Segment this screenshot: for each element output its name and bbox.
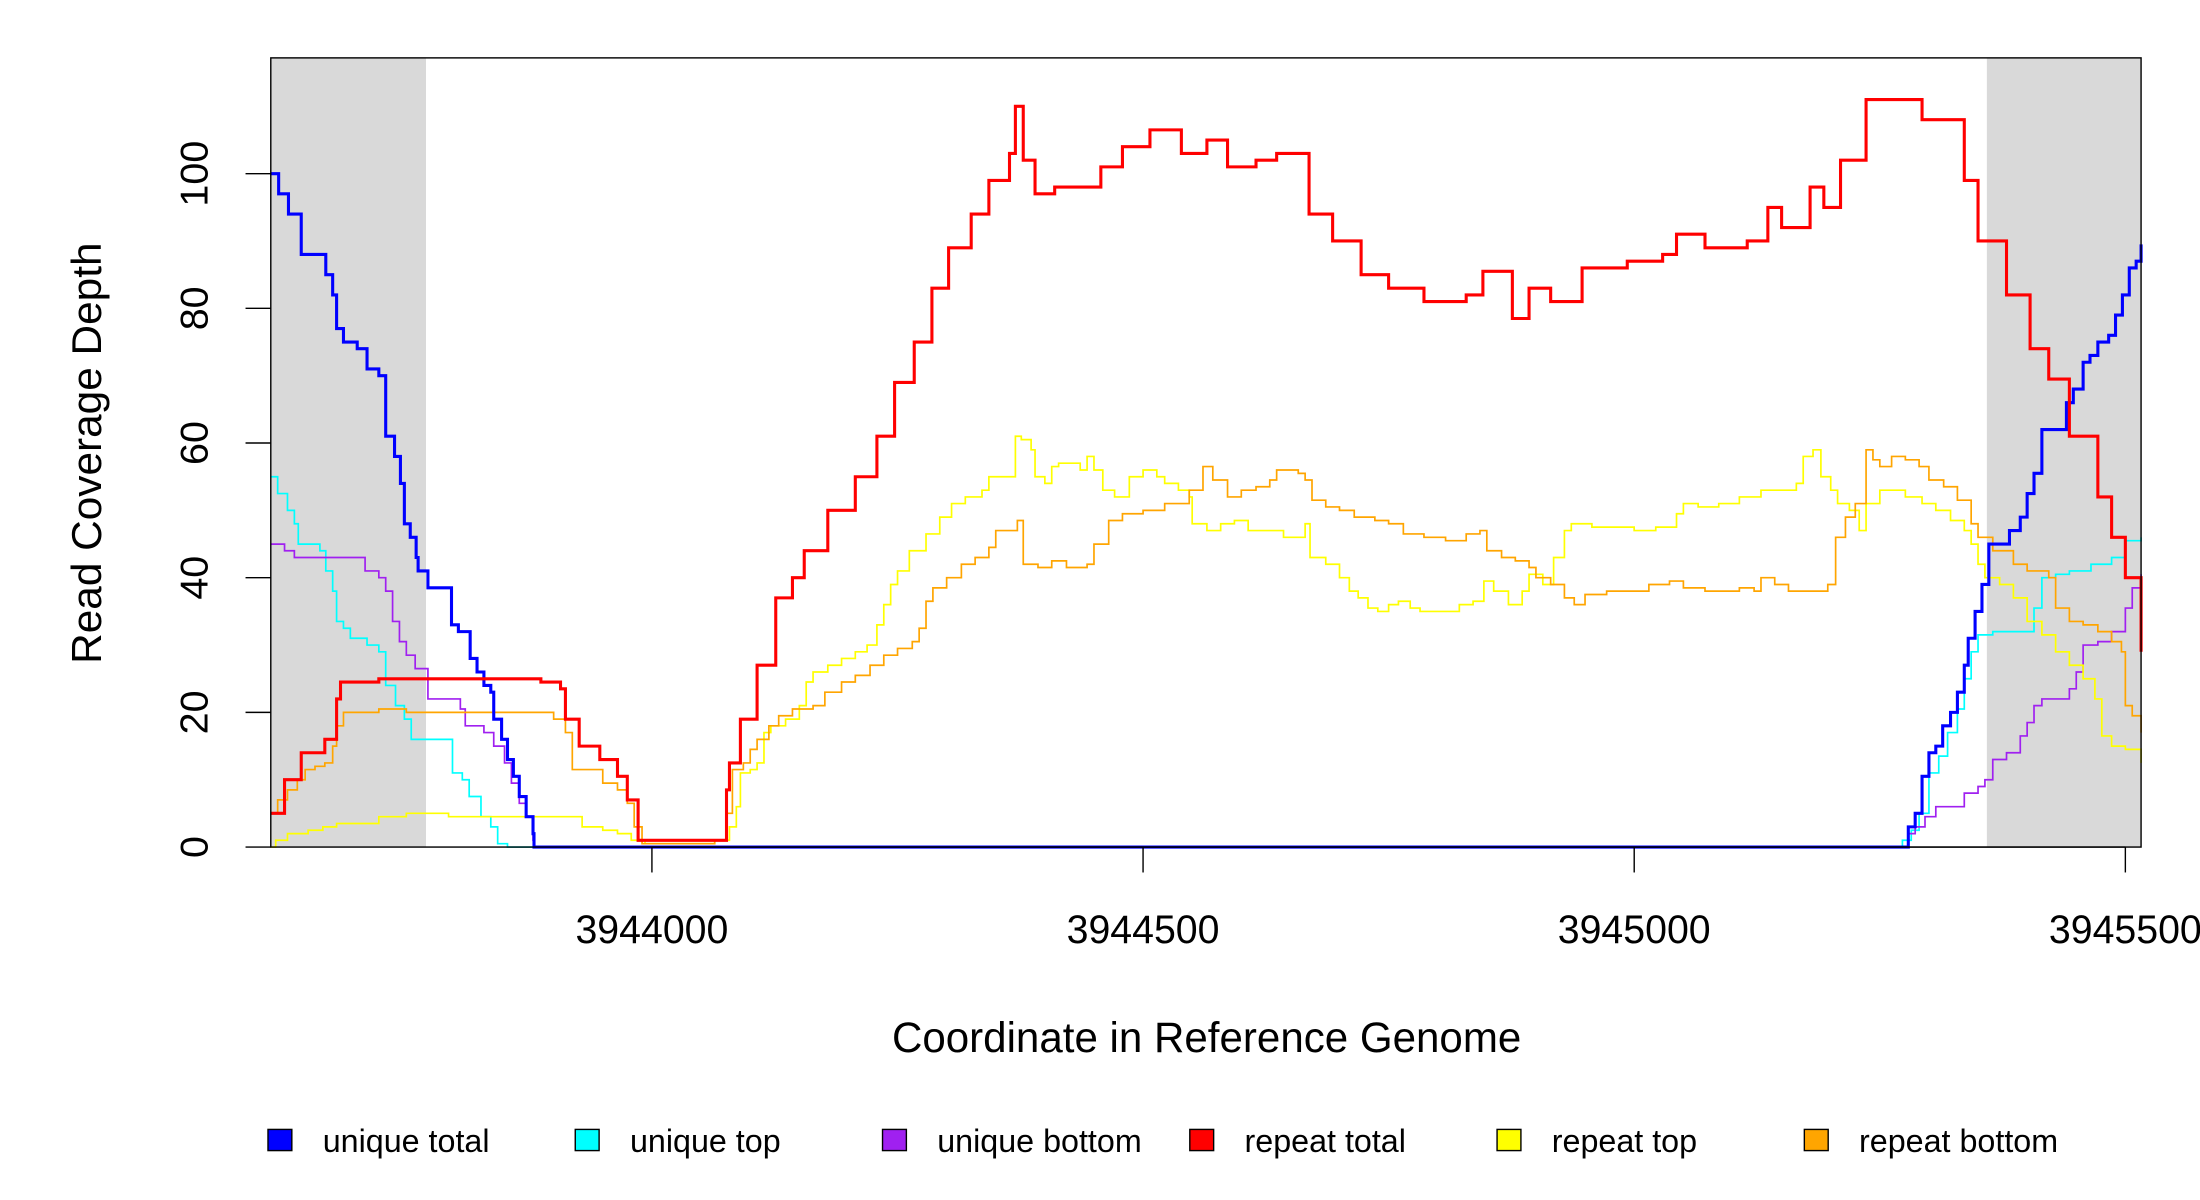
y-tick-label: 100 (173, 141, 217, 207)
series-unique-total (270, 172, 2143, 849)
y-tick-label: 40 (173, 556, 217, 600)
legend-item-repeat-top: repeat top (1496, 1123, 1697, 1159)
x-tick-label: 3945500 (2049, 908, 2200, 952)
shaded-region-right (1986, 57, 2142, 848)
y-tick-label: 0 (173, 836, 217, 858)
y-tick-label: 20 (173, 690, 217, 734)
y-axis: 0 20 40 60 80 100 (173, 141, 271, 858)
legend-item-unique-total: unique total (267, 1123, 490, 1159)
legend-item-repeat-bottom: repeat bottom (1803, 1123, 2058, 1159)
legend-item-unique-top: unique top (574, 1123, 781, 1159)
legend-item-repeat-total: repeat total (1189, 1123, 1406, 1159)
legend-label: repeat total (1245, 1123, 1406, 1159)
legend-label: unique top (630, 1123, 781, 1159)
series-lines (270, 97, 2143, 849)
legend: unique total unique top unique bottom repea… (267, 1123, 2058, 1159)
x-axis-title: Coordinate in Reference Genome (892, 1014, 1521, 1061)
series-repeat-top (270, 435, 2142, 848)
legend-swatch (881, 1128, 908, 1152)
legend-swatch (1803, 1128, 1829, 1152)
legend-label: repeat top (1552, 1123, 1697, 1159)
series-repeat-total (270, 97, 2143, 842)
legend-swatch (267, 1128, 293, 1152)
legend-label: unique total (323, 1123, 490, 1159)
legend-item-unique-bottom: unique bottom (881, 1123, 1142, 1159)
plot-frame (270, 57, 2142, 848)
y-axis-title: Read Coverage Depth (63, 242, 110, 663)
series-unique-bottom (270, 543, 2142, 848)
legend-swatch (574, 1128, 600, 1152)
legend-label: repeat bottom (1859, 1123, 2058, 1159)
legend-label: unique bottom (937, 1123, 1141, 1159)
x-tick-label: 3945000 (1558, 908, 1711, 952)
x-tick-label: 3944500 (1067, 908, 1220, 952)
x-tick-label: 3944000 (575, 908, 728, 952)
legend-swatch (1496, 1128, 1522, 1152)
shaded-regions (270, 57, 2142, 848)
x-axis: 3944000 3944500 3945000 3945500 (575, 846, 2200, 952)
series-unique-top (270, 475, 2142, 848)
y-tick-label: 80 (173, 286, 217, 330)
legend-swatch (1189, 1128, 1215, 1152)
y-tick-label: 60 (173, 421, 217, 465)
shaded-region-left (270, 57, 426, 848)
series-repeat-bottom (270, 448, 2142, 845)
